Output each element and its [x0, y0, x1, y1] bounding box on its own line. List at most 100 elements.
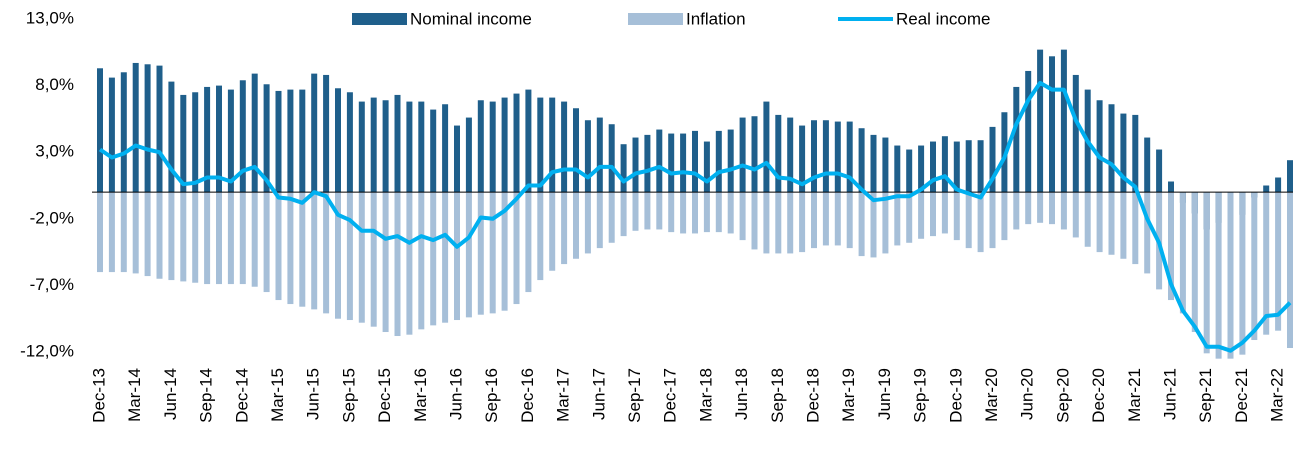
bar: [549, 192, 556, 271]
x-tick-label: Dec-14: [232, 368, 251, 423]
bar: [715, 192, 722, 233]
x-tick-label: Jun-14: [161, 368, 180, 420]
bar: [703, 141, 710, 193]
bar: [561, 101, 568, 193]
bar: [335, 88, 341, 193]
bar: [727, 192, 734, 234]
bar: [263, 192, 270, 293]
bar: [382, 100, 389, 193]
bar: [811, 120, 817, 193]
bar: [822, 192, 829, 246]
bar: [549, 97, 556, 193]
bar: [513, 93, 520, 193]
bar: [108, 192, 115, 273]
bar: [275, 90, 282, 193]
x-tick-label: Sep-16: [482, 368, 501, 423]
x-tick-label: Sep-15: [339, 368, 358, 423]
legend-item: Inflation: [628, 9, 746, 28]
bar: [656, 192, 663, 230]
bar: [394, 94, 401, 193]
bar: [656, 129, 663, 193]
x-tick-label: Sep-21: [1196, 368, 1215, 423]
bar: [620, 192, 627, 237]
x-tick-label: Dec-21: [1232, 368, 1251, 423]
bar: [180, 192, 187, 282]
bar: [858, 128, 865, 193]
bar: [965, 192, 972, 249]
bar: [573, 108, 579, 193]
bar: [465, 117, 472, 193]
bar: [454, 192, 460, 321]
bar: [1049, 56, 1055, 193]
bar: [1049, 192, 1055, 225]
bar: [775, 114, 782, 193]
bar: [442, 192, 449, 323]
bar: [525, 192, 532, 293]
bar: [930, 141, 936, 193]
bar: [227, 89, 234, 193]
bar: [870, 134, 877, 193]
bar: [513, 192, 520, 305]
bar: [953, 192, 960, 241]
bar: [144, 64, 151, 193]
bar: [335, 192, 341, 319]
bar: [120, 192, 127, 273]
x-tick-label: Jun-21: [1160, 368, 1179, 420]
bar: [108, 77, 115, 193]
x-tick-label: Dec-16: [518, 368, 537, 423]
bar: [632, 192, 639, 231]
x-tick-label: Mar-16: [411, 368, 430, 422]
legend-item: Real income: [838, 9, 991, 28]
bar: [1239, 192, 1246, 355]
bar: [537, 97, 544, 193]
bar: [489, 101, 496, 193]
bar: [811, 192, 817, 249]
bar: [882, 137, 889, 193]
bar: [132, 192, 139, 274]
bar: [1108, 192, 1115, 255]
bar: [799, 125, 806, 193]
x-tick-label: Dec-20: [1089, 368, 1108, 423]
bar: [620, 144, 627, 193]
bar: [299, 192, 306, 307]
x-tick-label: Mar-17: [554, 368, 573, 422]
bar: [311, 192, 318, 310]
bar: [251, 192, 258, 287]
bar: [239, 192, 246, 285]
bar: [204, 86, 211, 193]
y-tick-label: -7,0%: [30, 275, 74, 294]
bar: [1251, 192, 1258, 341]
bar: [299, 89, 306, 193]
bar: [977, 140, 984, 193]
bar: [525, 89, 532, 193]
bar: [870, 192, 877, 258]
bar: [846, 192, 853, 249]
x-tick-label: Sep-17: [625, 368, 644, 423]
legend-swatch: [352, 13, 407, 25]
bar: [834, 121, 841, 193]
bar: [692, 192, 698, 234]
x-tick-label: Jun-19: [875, 368, 894, 420]
bar: [1215, 192, 1222, 359]
x-tick-label: Jun-17: [589, 368, 608, 420]
x-tick-label: Mar-21: [1125, 368, 1144, 422]
legend-label: Nominal income: [410, 9, 532, 28]
bar: [918, 145, 925, 193]
legend-swatch: [628, 13, 683, 25]
bar: [97, 68, 103, 193]
bar: [192, 92, 199, 193]
bar: [465, 192, 472, 318]
bar: [287, 192, 294, 305]
bar: [418, 192, 425, 330]
bar: [822, 120, 829, 193]
bar: [751, 192, 758, 250]
bar: [1013, 86, 1020, 193]
bar: [787, 117, 794, 193]
bar: [156, 192, 163, 279]
bar: [739, 192, 746, 241]
bar: [989, 126, 996, 193]
bar: [287, 89, 294, 193]
bar: [1037, 192, 1044, 223]
bar: [156, 65, 163, 193]
